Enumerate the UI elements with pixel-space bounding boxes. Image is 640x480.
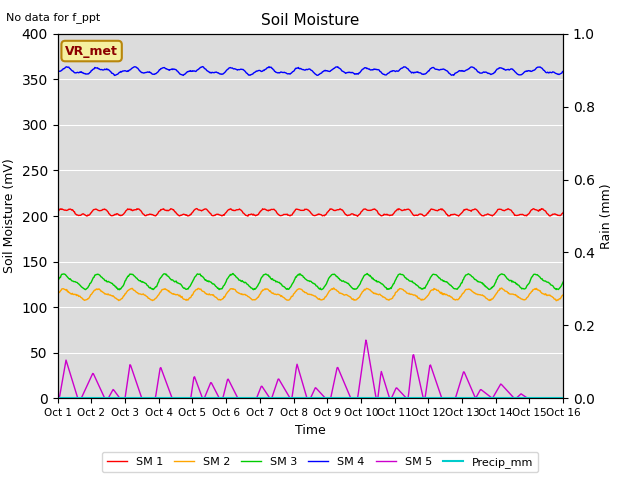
SM 1 [352,213,360,218]
SM 2 [330,285,337,291]
SM 4 [515,72,522,77]
SM 4 [198,64,206,70]
SM 1 [515,212,522,218]
SM 3 [515,282,522,288]
Precip_mm [186,395,194,401]
SM 3 [165,275,173,280]
Precip_mm [351,395,359,401]
Precip_mm [54,395,61,401]
Precip_mm [513,395,521,401]
SM 4 [353,71,360,76]
SM 2 [559,292,567,298]
SM 2 [302,290,310,296]
Precip_mm [559,395,567,401]
SM 1 [403,206,410,212]
SM 1 [54,209,61,215]
SM 5 [302,393,310,398]
Text: VR_met: VR_met [65,45,118,58]
Precip_mm [302,395,310,401]
Line: SM 5: SM 5 [58,340,563,398]
Line: SM 2: SM 2 [58,288,563,300]
SM 3 [559,279,567,285]
SM 1 [559,210,567,216]
SM 3 [54,278,61,284]
SM 3 [116,287,124,293]
SM 1 [303,206,311,212]
SM 2 [164,288,172,294]
Y-axis label: Rain (mm): Rain (mm) [600,183,614,249]
Title: Soil Moisture: Soil Moisture [261,13,360,28]
SM 3 [364,271,371,276]
SM 3 [303,277,311,283]
SM 4 [111,72,118,78]
SM 2 [352,297,360,303]
SM 4 [403,65,410,71]
SM 5 [54,396,61,401]
SM 4 [559,68,567,74]
SM 5 [402,395,410,401]
SM 3 [187,281,195,287]
Text: No data for f_ppt: No data for f_ppt [6,12,100,23]
SM 3 [352,286,360,292]
Y-axis label: Soil Moisture (mV): Soil Moisture (mV) [3,158,16,274]
Line: SM 1: SM 1 [58,208,563,216]
Precip_mm [164,395,172,401]
SM 2 [54,292,61,298]
SM 2 [552,298,560,303]
SM 4 [304,67,312,72]
SM 5 [164,385,172,391]
SM 1 [354,214,362,219]
SM 4 [165,68,173,73]
SM 5 [186,396,194,401]
SM 1 [164,208,172,214]
SM 5 [362,337,370,343]
SM 5 [559,396,567,401]
SM 4 [54,68,61,73]
SM 5 [351,396,359,401]
SM 4 [187,68,195,74]
X-axis label: Time: Time [295,424,326,437]
SM 2 [402,289,410,295]
SM 5 [514,394,522,400]
Legend: SM 1, SM 2, SM 3, SM 4, SM 5, Precip_mm: SM 1, SM 2, SM 3, SM 4, SM 5, Precip_mm [102,452,538,472]
SM 2 [186,295,194,300]
Precip_mm [401,395,409,401]
SM 1 [186,212,194,217]
SM 2 [514,294,522,300]
SM 1 [193,205,200,211]
Line: SM 4: SM 4 [58,67,563,75]
Line: SM 3: SM 3 [58,274,563,290]
SM 3 [403,276,410,282]
